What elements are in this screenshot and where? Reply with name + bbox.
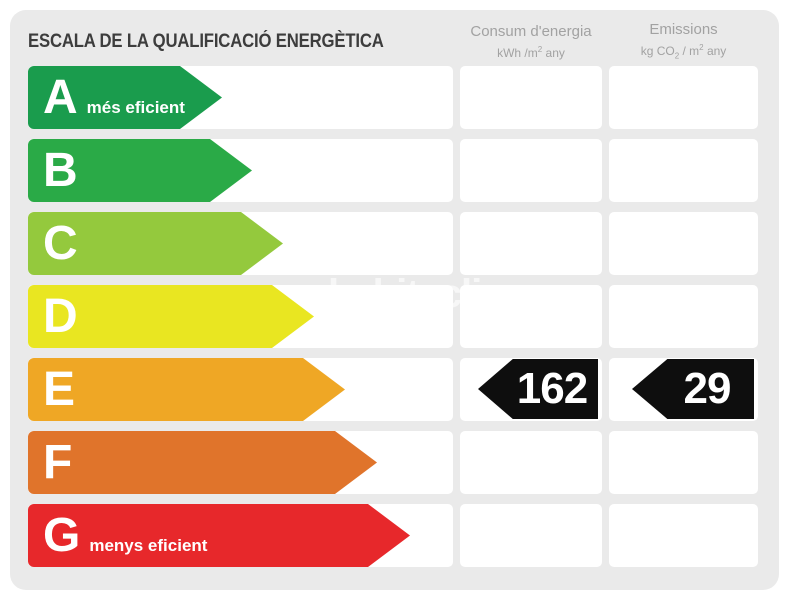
consum-value-cell-d	[460, 285, 602, 348]
emissions-value-cell-g	[609, 504, 758, 567]
emissions-value-cell-c	[609, 212, 758, 275]
emissions-column-unit: kg CO2 / m2 any	[640, 43, 727, 61]
emissions-value-cell-b	[609, 139, 758, 202]
consum-value-badge: 162	[478, 359, 598, 419]
rating-letter-g: G	[43, 509, 81, 562]
consum-column-unit: kWh /m2 any	[497, 44, 565, 60]
consum-column-title: Consum d'energia	[470, 22, 592, 40]
rating-bar-cell-f: F	[28, 431, 453, 494]
consum-column-header: Consum d'energia kWh /m2 any	[460, 17, 602, 60]
emissions-value-cell-e: 29	[609, 358, 758, 421]
emissions-column-title: Emissions	[649, 21, 718, 39]
rating-bar-cell-c: C	[28, 212, 453, 275]
energy-certificate-panel: ESCALA DE LA QUALIFICACIÓ ENERGÈTICA Con…	[10, 10, 779, 590]
rating-letter-e: E	[43, 363, 76, 416]
consum-value-cell-c	[460, 212, 602, 275]
rating-arrow-b: B	[28, 139, 252, 202]
rating-bar-cell-d: D	[28, 285, 453, 348]
consum-value-cell-b	[460, 139, 602, 202]
rating-bar-cell-b: B	[28, 139, 453, 202]
rating-letter-c: C	[43, 217, 78, 270]
consum-value-cell-a	[460, 66, 602, 129]
emissions-column-header: Emissions kg CO2 / m2 any	[609, 15, 758, 60]
rating-label-g: menys eficient	[89, 536, 208, 555]
emissions-value-cell-a	[609, 66, 758, 129]
emissions-value-cell-f	[609, 431, 758, 494]
emissions-value-cell-d	[609, 285, 758, 348]
page-title: ESCALA DE LA QUALIFICACIÓ ENERGÈTICA	[28, 31, 384, 52]
consum-value-cell-e: 162	[460, 358, 602, 421]
rating-arrow-e: E	[28, 358, 345, 421]
consum-value-cell-g	[460, 504, 602, 567]
rating-letter-d: D	[43, 290, 78, 343]
rating-letter-b: B	[43, 144, 78, 197]
consum-value-cell-f	[460, 431, 602, 494]
rating-bar-cell-e: E	[28, 358, 453, 421]
rating-letter-a: A	[43, 71, 78, 124]
rating-label-a: més eficient	[86, 98, 185, 117]
rating-arrow-c: C	[28, 212, 283, 275]
header-row: ESCALA DE LA QUALIFICACIÓ ENERGÈTICA Con…	[10, 10, 779, 66]
rating-arrow-d: D	[28, 285, 314, 348]
rating-arrow-f: F	[28, 431, 377, 494]
rating-letter-f: F	[43, 436, 73, 489]
emissions-value-badge: 29	[632, 359, 754, 419]
